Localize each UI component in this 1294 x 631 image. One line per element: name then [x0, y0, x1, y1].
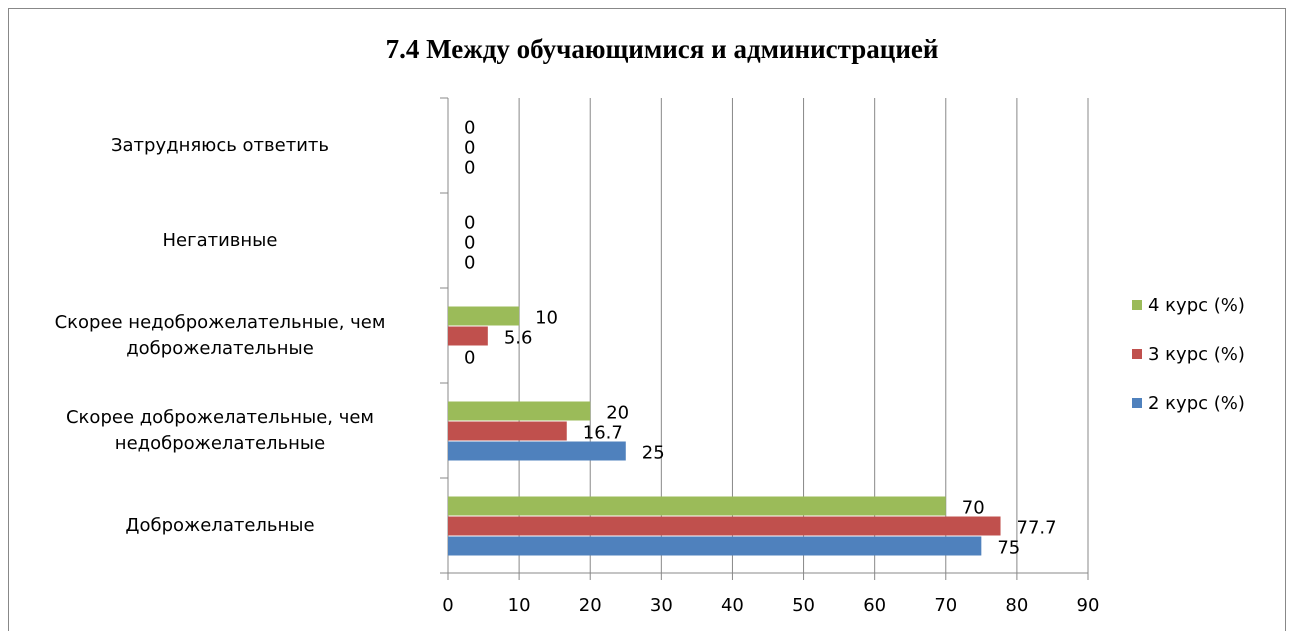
data-label: 16.7 — [583, 423, 623, 444]
y-tick-label: Скорее недоброжелательные, чем доброжела… — [54, 311, 386, 359]
x-tick-label: 20 — [579, 595, 602, 616]
data-label: 70 — [962, 498, 985, 519]
x-tick-label: 30 — [650, 595, 673, 616]
bar — [448, 496, 946, 516]
bar — [448, 401, 591, 421]
data-label: 0 — [464, 118, 475, 139]
data-label: 20 — [606, 403, 629, 424]
chart-title: 7.4 Между обучающимися и администрацией — [386, 34, 939, 64]
data-label: 0 — [464, 253, 475, 274]
legend-swatch — [1132, 300, 1142, 310]
x-tick-label: 40 — [721, 595, 744, 616]
x-tick-label: 60 — [863, 595, 886, 616]
x-tick-label: 50 — [792, 595, 815, 616]
data-label: 0 — [464, 138, 475, 159]
bar — [448, 441, 626, 461]
y-tick-label: Негативные — [162, 229, 278, 251]
data-label: 0 — [464, 233, 475, 254]
data-label: 5.6 — [504, 328, 533, 349]
data-label: 25 — [642, 443, 665, 464]
data-label: 0 — [464, 348, 475, 369]
legend-swatch — [1132, 349, 1142, 359]
y-tick-label: Затрудняюсь ответить — [110, 134, 329, 156]
legend-label: 2 курс (%) — [1148, 393, 1245, 414]
bar — [448, 306, 520, 326]
legend-label: 3 курс (%) — [1148, 344, 1245, 365]
data-label: 0 — [464, 158, 475, 179]
bar — [448, 536, 982, 556]
bar — [448, 326, 488, 346]
x-tick-label: 0 — [442, 595, 453, 616]
bar — [448, 421, 567, 441]
x-tick-label: 90 — [1077, 595, 1100, 616]
data-label: 10 — [535, 308, 558, 329]
y-tick-label: Доброжелательные — [125, 514, 315, 536]
legend-swatch — [1132, 398, 1142, 408]
bar — [448, 516, 1001, 536]
x-tick-label: 10 — [508, 595, 531, 616]
legend-label: 4 курс (%) — [1148, 295, 1245, 316]
y-tick-label: Скорее доброжелательные, чем недоброжела… — [65, 406, 375, 454]
data-label: 77.7 — [1017, 518, 1057, 539]
x-tick-label: 80 — [1005, 595, 1028, 616]
x-tick-label: 70 — [934, 595, 957, 616]
data-label: 75 — [997, 538, 1020, 559]
data-label: 0 — [464, 213, 475, 234]
